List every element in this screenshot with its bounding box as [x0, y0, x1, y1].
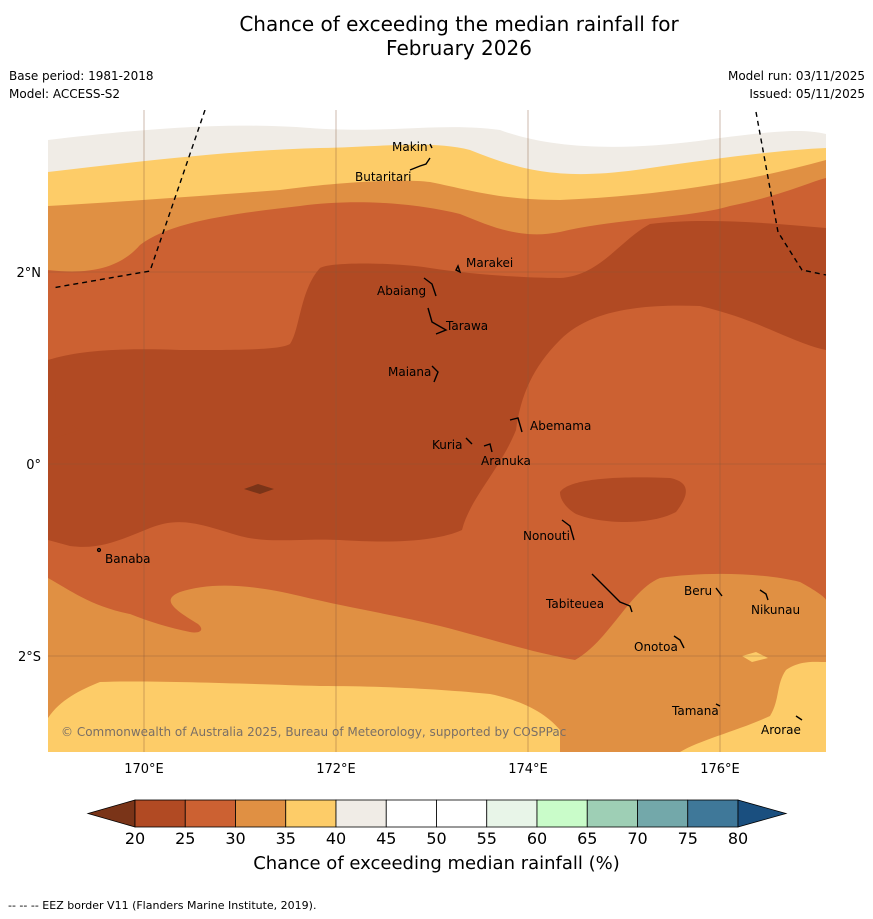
label-kuria: Kuria	[432, 438, 463, 452]
colorbar-swatch	[586, 799, 638, 828]
colorbar: 20 25 30 35 40 45 50 55 60 65 70 75 80	[86, 799, 788, 848]
colorbar-swatch	[637, 799, 689, 828]
x-tick-176e: 176°E	[700, 762, 740, 777]
island-nonouti	[561, 519, 575, 541]
label-nikunau: Nikunau	[751, 603, 800, 617]
base-period: Base period: 1981-2018	[9, 69, 154, 83]
islands	[96, 143, 803, 721]
colorbar-tick-label: 25	[175, 829, 195, 848]
colorbar-tick-label: 30	[225, 829, 245, 848]
colorbar-tick-label: 20	[125, 829, 145, 848]
label-butaritari: Butaritari	[355, 170, 412, 184]
label-arorae: Arorae	[761, 723, 801, 737]
colorbar-swatch	[536, 799, 588, 828]
label-abemama: Abemama	[530, 419, 591, 433]
model-name: Model: ACCESS-S2	[9, 87, 121, 101]
x-tick-174e: 174°E	[508, 762, 548, 777]
colorbar-swatch	[335, 799, 387, 828]
island-banaba	[96, 547, 102, 553]
y-tick-2n: 2°N	[17, 266, 42, 281]
label-onotoa: Onotoa	[634, 640, 678, 654]
colorbar-tick-label: 55	[477, 829, 497, 848]
colorbar-tick-label: 70	[627, 829, 647, 848]
axis-ticks: 170°E 172°E 174°E 176°E 2°N 0° 2°S	[17, 266, 740, 777]
label-tarawa: Tarawa	[445, 319, 488, 333]
colorbar-swatch	[134, 799, 186, 828]
meta-right: Model run: 03/11/2025 Issued: 05/11/2025	[728, 67, 865, 103]
band-20-25-west	[48, 356, 80, 440]
rainfall-field: Makin Butaritari Marakei Abaiang Tarawa …	[48, 110, 826, 752]
label-marakei: Marakei	[466, 256, 513, 270]
colorbar-swatch	[385, 799, 437, 828]
island-nikunau	[759, 589, 769, 601]
band-under-20	[244, 484, 274, 494]
x-tick-170e: 170°E	[124, 762, 164, 777]
island-tamana	[715, 703, 721, 707]
colorbar-swatch	[184, 799, 236, 828]
colorbar-tick-label: 75	[678, 829, 698, 848]
model-run: Model run: 03/11/2025	[727, 69, 865, 83]
title-line-1: Chance of exceeding the median rainfall …	[239, 12, 679, 36]
colorbar-label: Chance of exceeding median rainfall (%)	[253, 853, 620, 874]
band-35-40-small	[742, 652, 768, 662]
x-tick-172e: 172°E	[316, 762, 356, 777]
y-tick-0: 0°	[26, 458, 41, 473]
colorbar-swatch	[486, 799, 538, 828]
island-aranuka	[483, 443, 493, 453]
eez-border-east	[755, 111, 826, 276]
label-nonouti: Nonouti	[523, 529, 570, 543]
island-beru	[715, 587, 723, 597]
colorbar-extend-high	[737, 799, 788, 828]
band-20-25-east	[560, 477, 686, 522]
label-banaba: Banaba	[105, 552, 151, 566]
colorbar-extend-low	[86, 799, 136, 828]
colorbar-tick-label: 65	[577, 829, 597, 848]
colorbar-tick-label: 80	[728, 829, 748, 848]
island-tarawa	[427, 307, 448, 335]
colorbar-tick-label: 60	[527, 829, 547, 848]
label-tamana: Tamana	[671, 704, 719, 718]
place-labels: Makin Butaritari Marakei Abaiang Tarawa …	[105, 140, 801, 737]
colorbar-tick-label: 35	[276, 829, 296, 848]
map-title: Chance of exceeding the median rainfall …	[0, 12, 873, 60]
island-butaritari	[409, 157, 431, 171]
island-abemama	[509, 417, 523, 433]
island-arorae	[795, 715, 803, 721]
label-aranuka: Aranuka	[481, 454, 531, 468]
island-marakei	[455, 264, 462, 274]
gridlines	[48, 110, 826, 752]
band-35-40-southwest	[48, 681, 560, 752]
y-tick-2s: 2°S	[18, 650, 41, 665]
colorbar-tick-label: 50	[426, 829, 446, 848]
eez-border-west	[51, 110, 206, 289]
label-beru: Beru	[684, 584, 712, 598]
colorbar-swatch	[687, 799, 739, 828]
label-makin: Makin	[392, 140, 428, 154]
island-makin	[429, 143, 433, 149]
label-maiana: Maiana	[388, 365, 431, 379]
island-abaiang	[423, 277, 437, 297]
label-tabiteuea: Tabiteuea	[545, 597, 604, 611]
issued-date: Issued: 05/11/2025	[749, 87, 865, 101]
eez-footnote: -- -- -- EEZ border V11 (Flanders Marine…	[8, 899, 317, 912]
island-tabiteuea	[591, 573, 633, 613]
label-abaiang: Abaiang	[377, 284, 426, 298]
island-kuria	[465, 437, 473, 445]
title-line-2: February 2026	[386, 36, 532, 60]
colorbar-swatch	[285, 799, 337, 828]
colorbar-tick-label: 40	[326, 829, 346, 848]
colorbar-tick-label: 45	[376, 829, 396, 848]
band-35-40-southeast	[680, 661, 826, 752]
island-maiana	[431, 365, 439, 383]
colorbar-swatch	[235, 799, 287, 828]
eez-borders	[51, 110, 826, 289]
colorbar-swatch	[436, 799, 488, 828]
copyright-text: © Commonwealth of Australia 2025, Bureau…	[61, 725, 566, 739]
band-20-25	[48, 221, 826, 547]
meta-left: Base period: 1981-2018 Model: ACCESS-S2	[9, 67, 154, 103]
island-onotoa	[673, 635, 685, 649]
